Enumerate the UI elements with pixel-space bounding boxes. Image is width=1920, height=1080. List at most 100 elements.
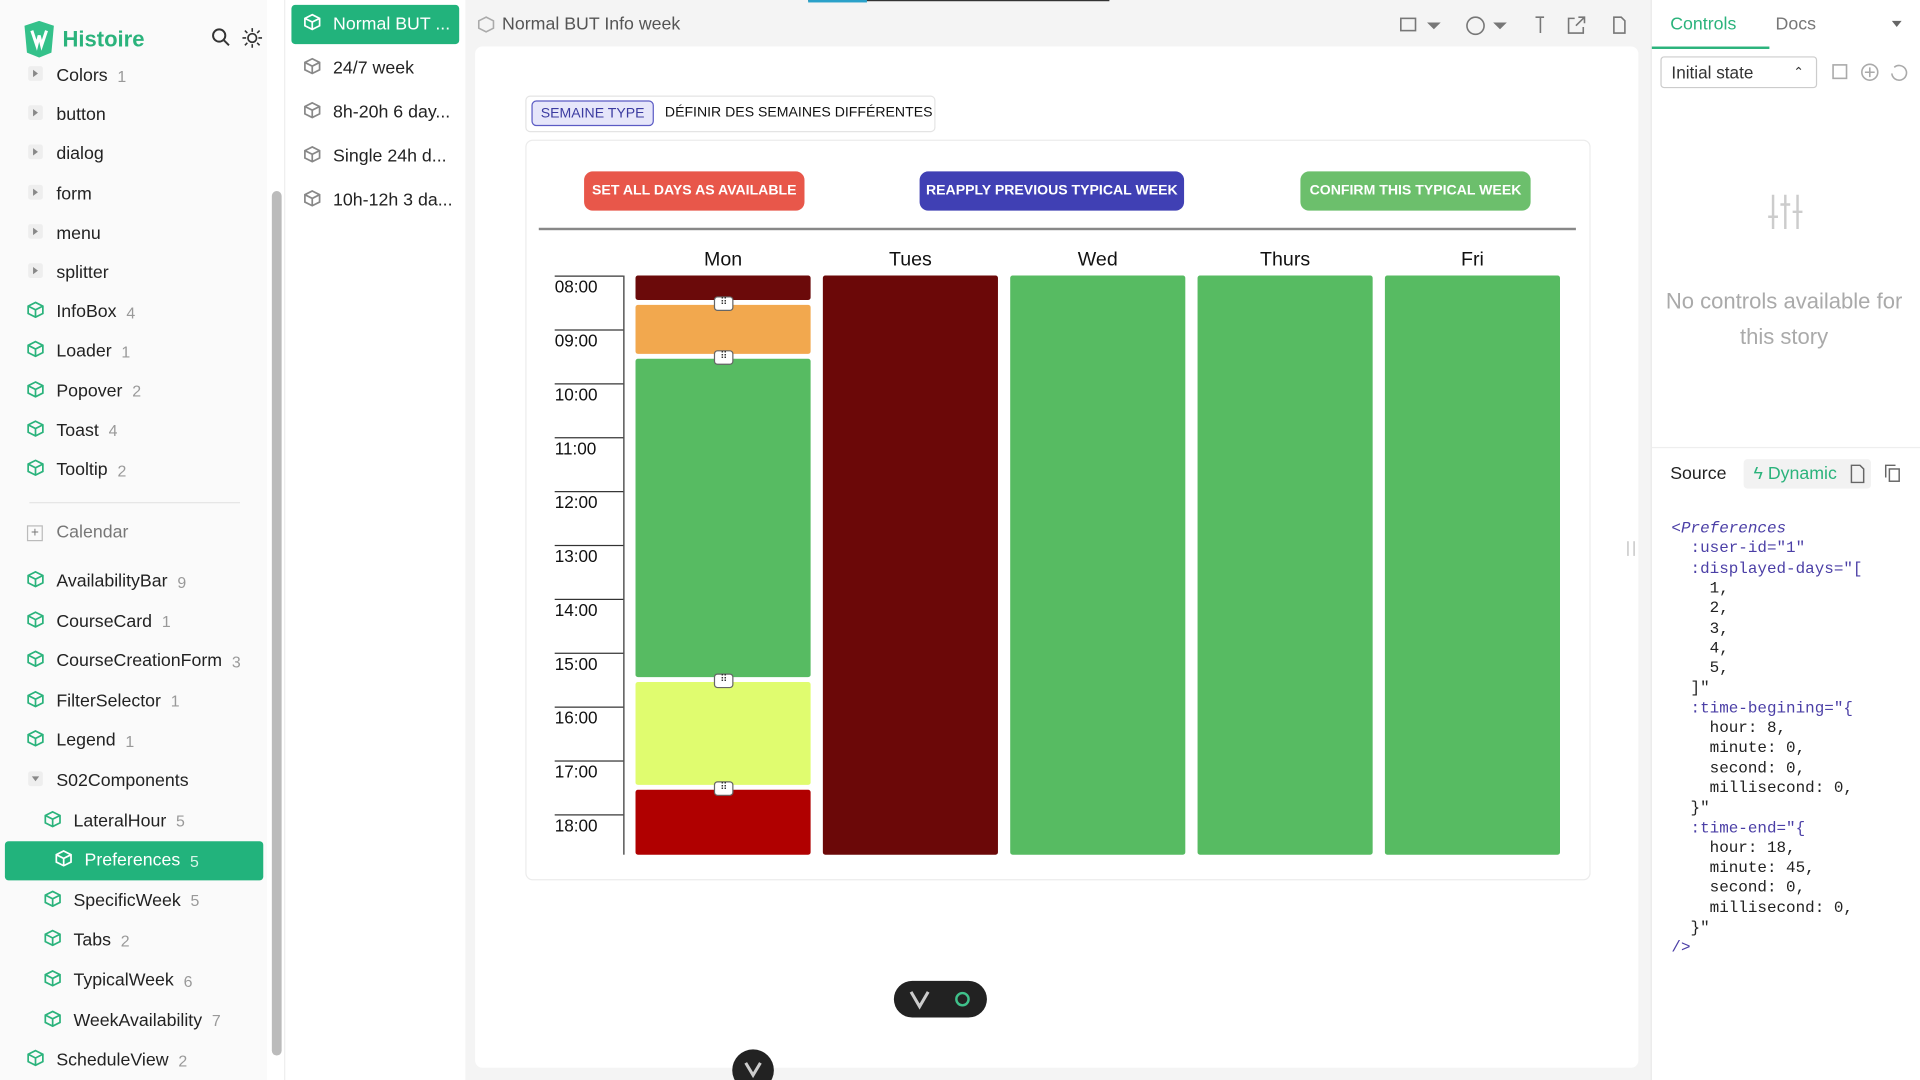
action-button[interactable]: SET ALL DAYS AS AVAILABLE [584, 171, 805, 211]
tab[interactable]: DÉFINIR DES SEMAINES DIFFÉRENTES [664, 105, 933, 121]
panel-tab[interactable]: Controls [1670, 14, 1737, 35]
time-slot[interactable] [635, 789, 811, 855]
tree-item[interactable]: LateralHour 5 [0, 802, 267, 841]
tree-item[interactable]: button [0, 96, 267, 135]
slot-handle[interactable]: ⠿ [713, 781, 734, 796]
tree-item[interactable]: Tabs 2 [0, 921, 267, 960]
scrollbar[interactable] [271, 81, 283, 1075]
tree-item[interactable]: Toast 4 [0, 411, 267, 450]
tree-item[interactable]: ScheduleView 2 [0, 1041, 267, 1080]
day-label: Wed [1077, 249, 1118, 271]
state-icons[interactable] [1829, 61, 1912, 83]
tree-item[interactable]: InfoBox 4 [0, 293, 267, 332]
tree-count: 1 [125, 732, 135, 751]
tree-icon [27, 65, 56, 87]
logo-icon [24, 20, 54, 58]
action-button[interactable]: REAPPLY PREVIOUS TYPICAL WEEK [919, 171, 1185, 211]
panel-tab[interactable]: Docs [1775, 14, 1816, 35]
tree-item[interactable]: Preferences 5 [4, 841, 264, 881]
tree-item[interactable]: WeekAvailability 7 [0, 1001, 267, 1040]
action-button[interactable]: CONFIRM THIS TYPICAL WEEK [1300, 171, 1531, 211]
tree-count: 9 [177, 572, 187, 591]
tree-item[interactable]: CourseCreationForm 3 [0, 642, 267, 681]
variant[interactable]: Normal BUT ... [291, 4, 460, 45]
hour-axis [623, 275, 625, 855]
dynamic-label[interactable]: ϟ Dynamic [1753, 464, 1837, 484]
time-slot[interactable] [1197, 275, 1373, 855]
resize-handle[interactable] [1627, 541, 1635, 556]
variant[interactable]: Single 24h d... [291, 137, 459, 176]
time-slot[interactable] [1010, 275, 1186, 855]
time-slot[interactable] [635, 275, 811, 301]
time-slot[interactable] [635, 682, 811, 785]
tree-item[interactable]: AvailabilityBar 9 [0, 562, 267, 601]
code-line: :displayed-days="[ [1671, 559, 1863, 578]
tree-item[interactable]: FilterSelector 1 [0, 682, 267, 721]
code-line: minute: 45, [1671, 858, 1815, 877]
tree-item[interactable]: SpecificWeek 5 [0, 881, 267, 920]
day-label: Fri [1461, 249, 1484, 271]
slot-handle[interactable]: ⠿ [713, 673, 734, 689]
devtools-toggle[interactable] [732, 1049, 774, 1080]
time-slot[interactable] [1384, 275, 1561, 855]
tree-item[interactable]: Popover 2 [0, 372, 267, 411]
variant-label: Normal BUT ... [333, 14, 451, 35]
tree-item[interactable]: Colors 1 [0, 56, 267, 95]
time-slot[interactable] [635, 304, 811, 354]
tree-item[interactable]: Loader 1 [0, 332, 267, 371]
tree-label: Preferences [84, 851, 181, 871]
tree-icon [27, 1049, 56, 1072]
hour-label: 17:00 [554, 761, 598, 782]
variant-label: Single 24h d... [333, 146, 447, 167]
tree-item[interactable]: Tooltip 2 [0, 451, 267, 490]
code-line: ]" [1671, 678, 1710, 698]
title-text: Normal BUT Info week [502, 14, 681, 35]
tree-item[interactable]: menu [0, 214, 267, 253]
tree-label: LateralHour [73, 811, 167, 831]
variant-label: 10h-12h 3 da... [333, 191, 453, 211]
tree-item[interactable]: CourseCard 1 [0, 602, 267, 641]
hour-tick [554, 598, 624, 601]
divider [1651, 446, 1920, 449]
time-slot[interactable] [822, 275, 998, 855]
variant[interactable]: 10h-12h 3 da... [291, 181, 459, 220]
devtools-pill[interactable] [893, 980, 987, 1018]
tree-item[interactable]: dialog [0, 135, 267, 174]
dynamic-toggle[interactable] [1743, 459, 1872, 489]
tree-icon [27, 183, 56, 205]
code-line: 5, [1671, 658, 1729, 678]
day-label: Tues [888, 249, 932, 271]
tree-item[interactable]: form [0, 175, 267, 214]
slot-handle[interactable]: ⠿ [713, 296, 734, 312]
hour-label: 18:00 [554, 815, 598, 836]
top-bar [808, 0, 1110, 3]
code-line: :time-end="{ [1671, 818, 1806, 837]
tree-label: CourseCard [56, 611, 153, 632]
tree-icon [27, 420, 56, 442]
tree-icon [44, 890, 73, 912]
tree-item[interactable]: Legend 1 [0, 722, 267, 761]
tree-item[interactable]: S02Components [0, 762, 267, 801]
tree-item[interactable]: splitter [0, 253, 267, 292]
tree-label: Popover [56, 381, 123, 402]
hour-tick [554, 814, 624, 816]
source-icons[interactable] [1849, 464, 1910, 484]
variant[interactable]: 24/7 week [291, 49, 459, 88]
hour-tick [554, 706, 624, 708]
hour-label: 08:00 [554, 276, 598, 297]
tree-count: 2 [132, 382, 142, 401]
slot-handle[interactable]: ⠿ [713, 350, 734, 365]
tree-item[interactable]: TypicalWeek 6 [0, 961, 267, 1000]
header-icons[interactable] [211, 27, 265, 49]
tree-icon [27, 459, 56, 481]
state-select[interactable]: Initial state ⌃ [1660, 56, 1818, 89]
time-slot[interactable] [635, 358, 811, 678]
calendar-panel [525, 139, 1591, 881]
tab[interactable]: SEMAINE TYPE [531, 100, 654, 127]
tree-count: 5 [190, 851, 199, 871]
group-label[interactable]: + Calendar [26, 516, 128, 550]
tree-count: 5 [190, 891, 200, 911]
toolbar-icons[interactable] [1396, 13, 1636, 37]
dropdown-icon[interactable] [1891, 20, 1903, 30]
variant[interactable]: 8h-20h 6 day... [291, 93, 459, 132]
